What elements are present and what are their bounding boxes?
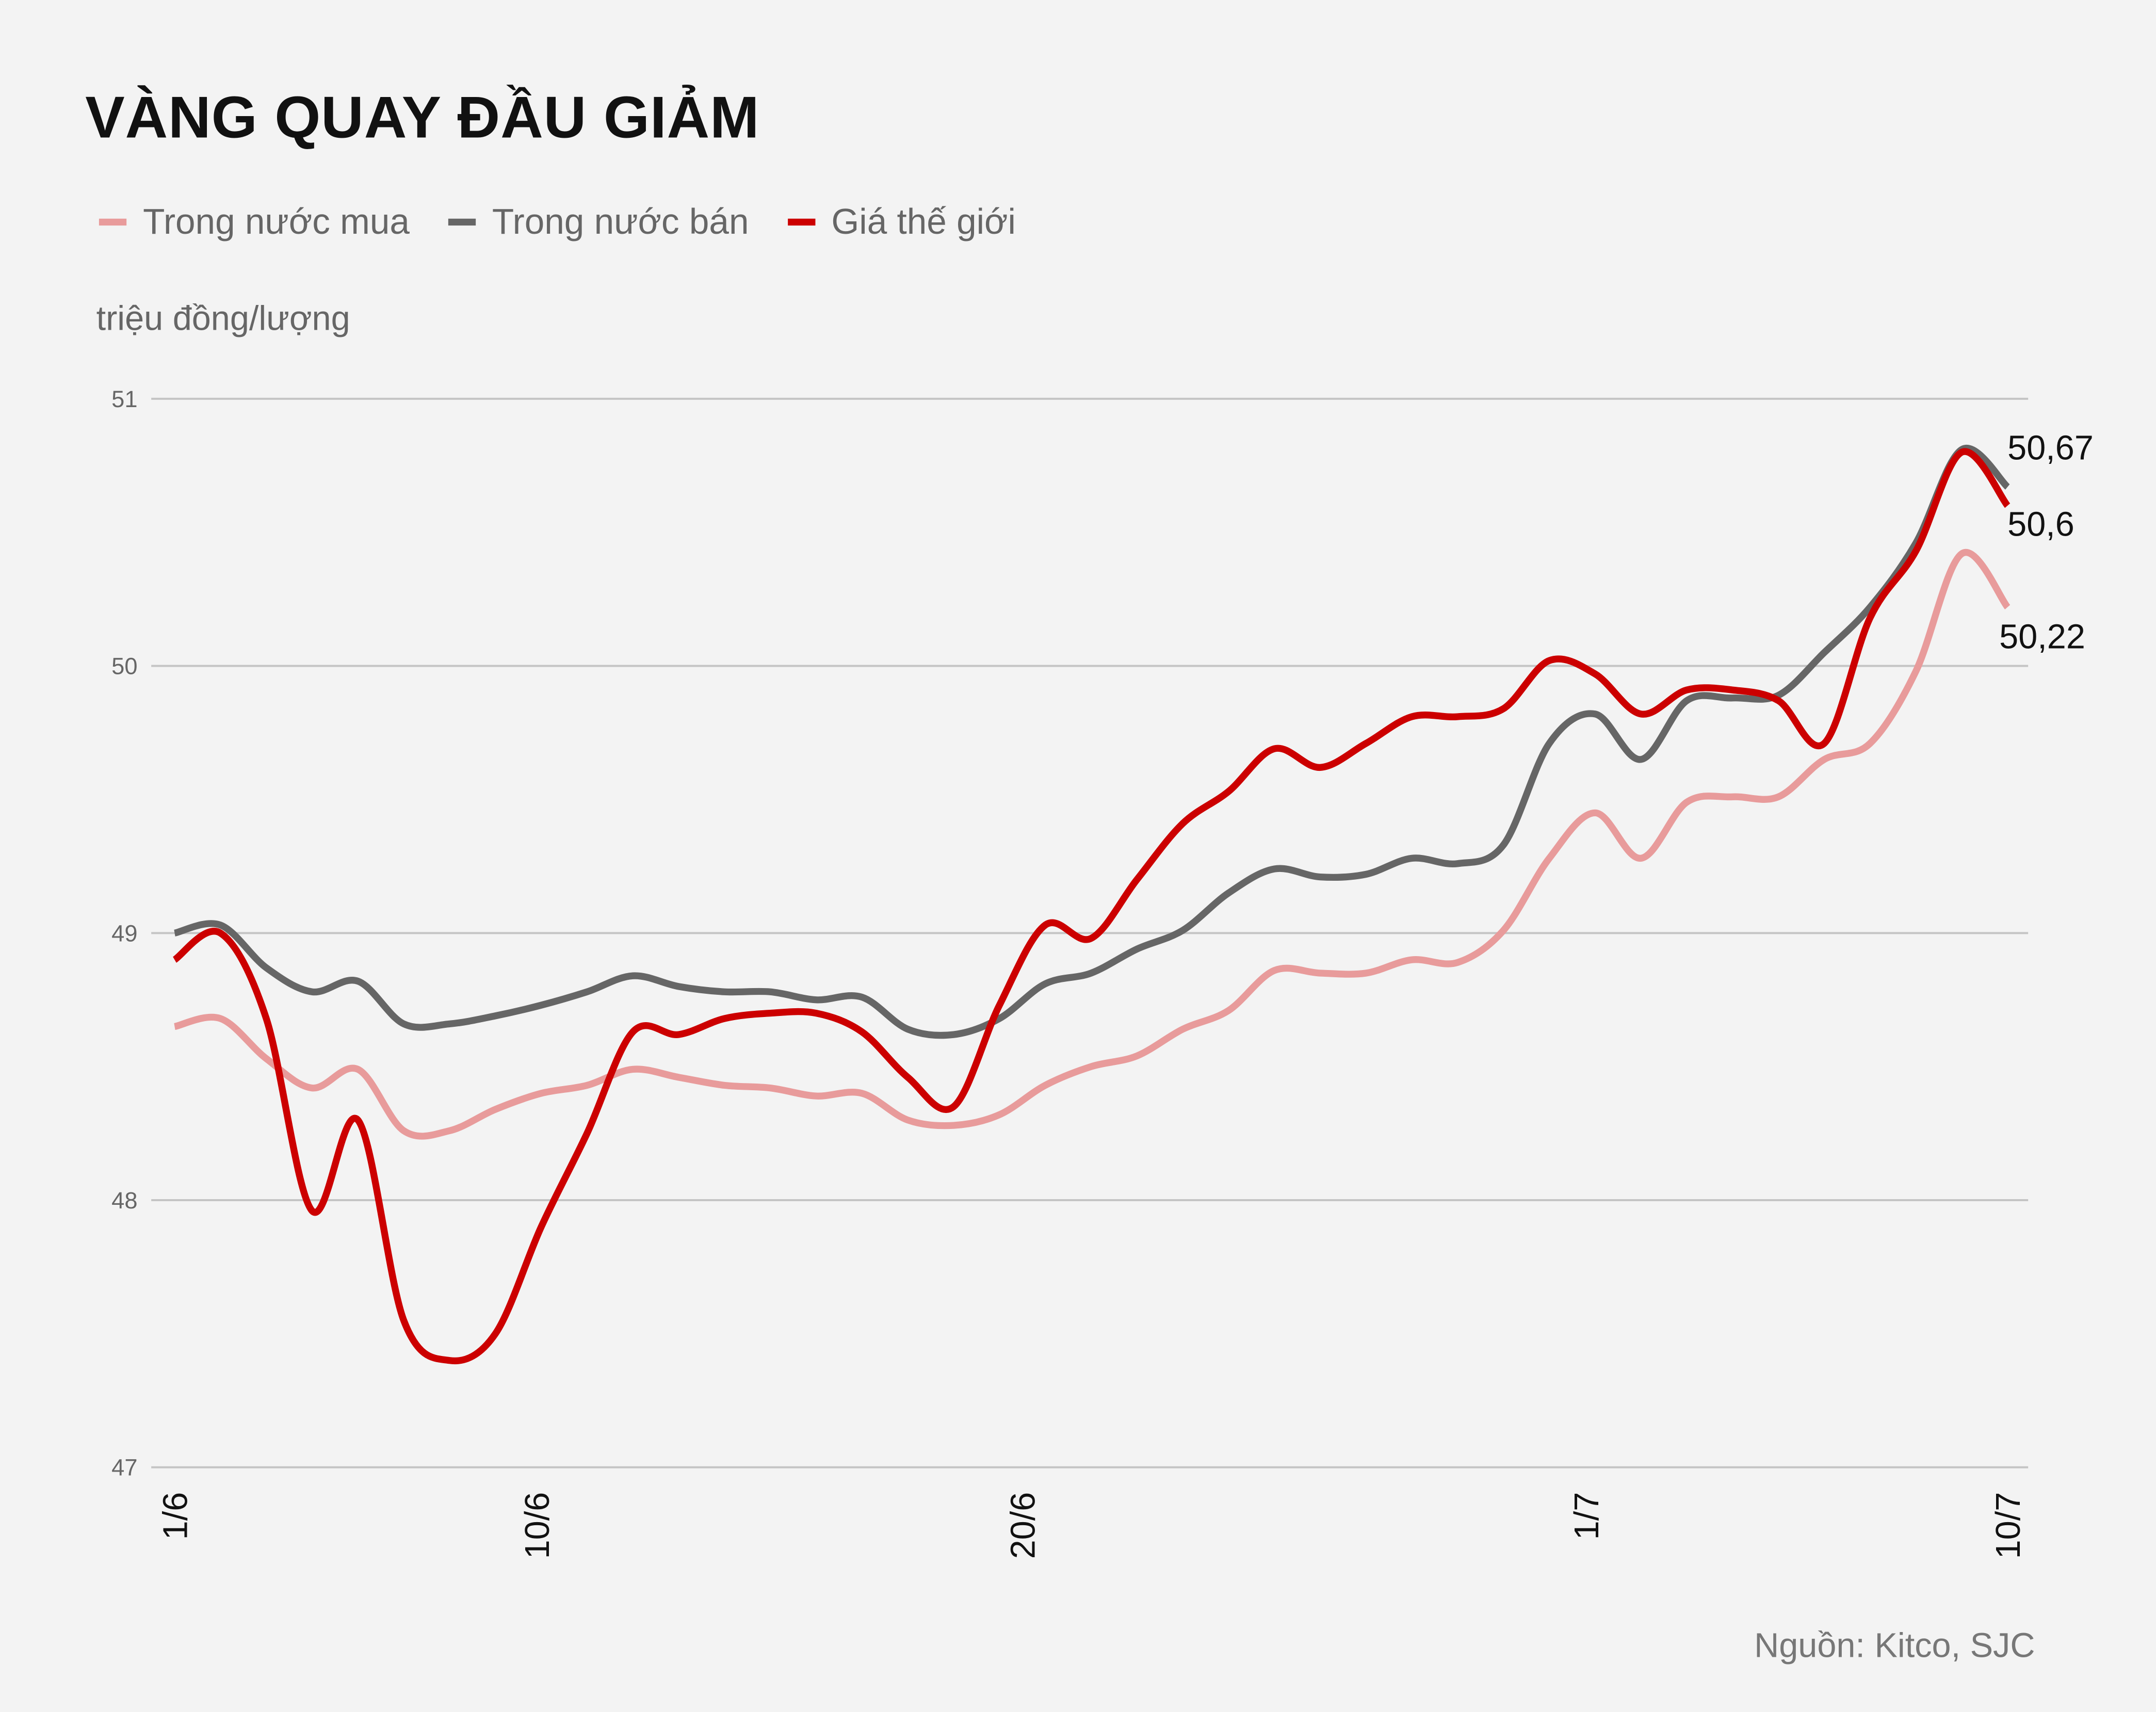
x-tick-label: 10/7 [1989, 1492, 2028, 1559]
series-line-2 [172, 448, 2011, 1365]
y-tick-label: 48 [111, 1187, 137, 1214]
y-axis-unit-label: triệu đồng/lượng [96, 300, 350, 338]
y-tick-label: 51 [111, 386, 137, 412]
legend: Trong nước mua Trong nước bán Giá thế gi… [99, 201, 1016, 244]
x-tick-label: 20/6 [1004, 1492, 1043, 1559]
series-line-0 [173, 549, 2011, 1140]
legend-item-sell: Trong nước bán [448, 201, 749, 244]
legend-label-world: Giá thế giới [831, 201, 1016, 243]
chart-title: VÀNG QUAY ĐẦU GIẢM [85, 85, 760, 152]
legend-label-sell: Trong nước bán [492, 201, 749, 243]
end-value-label: 50,6 [2007, 506, 2074, 544]
x-tick-label: 1/6 [156, 1492, 194, 1540]
legend-swatch-sell [448, 218, 476, 226]
y-tick-label: 47 [111, 1455, 137, 1481]
end-value-label: 50,22 [1999, 618, 2085, 656]
source-note: Nguồn: Kitco, SJC [1754, 1626, 2035, 1666]
legend-item-buy: Trong nước mua [99, 201, 410, 244]
legend-item-world: Giá thế giới [787, 201, 1016, 244]
y-tick-label: 49 [111, 920, 137, 946]
x-tick-label: 1/7 [1568, 1492, 1606, 1540]
legend-label-buy: Trong nước mua [143, 201, 410, 243]
legend-swatch-buy [99, 218, 127, 226]
y-tick-label: 50 [111, 653, 137, 680]
series-line-1 [173, 445, 2010, 1039]
x-tick-label: 10/6 [518, 1492, 557, 1559]
legend-swatch-world [787, 218, 815, 226]
end-value-label: 50,67 [2007, 429, 2094, 467]
